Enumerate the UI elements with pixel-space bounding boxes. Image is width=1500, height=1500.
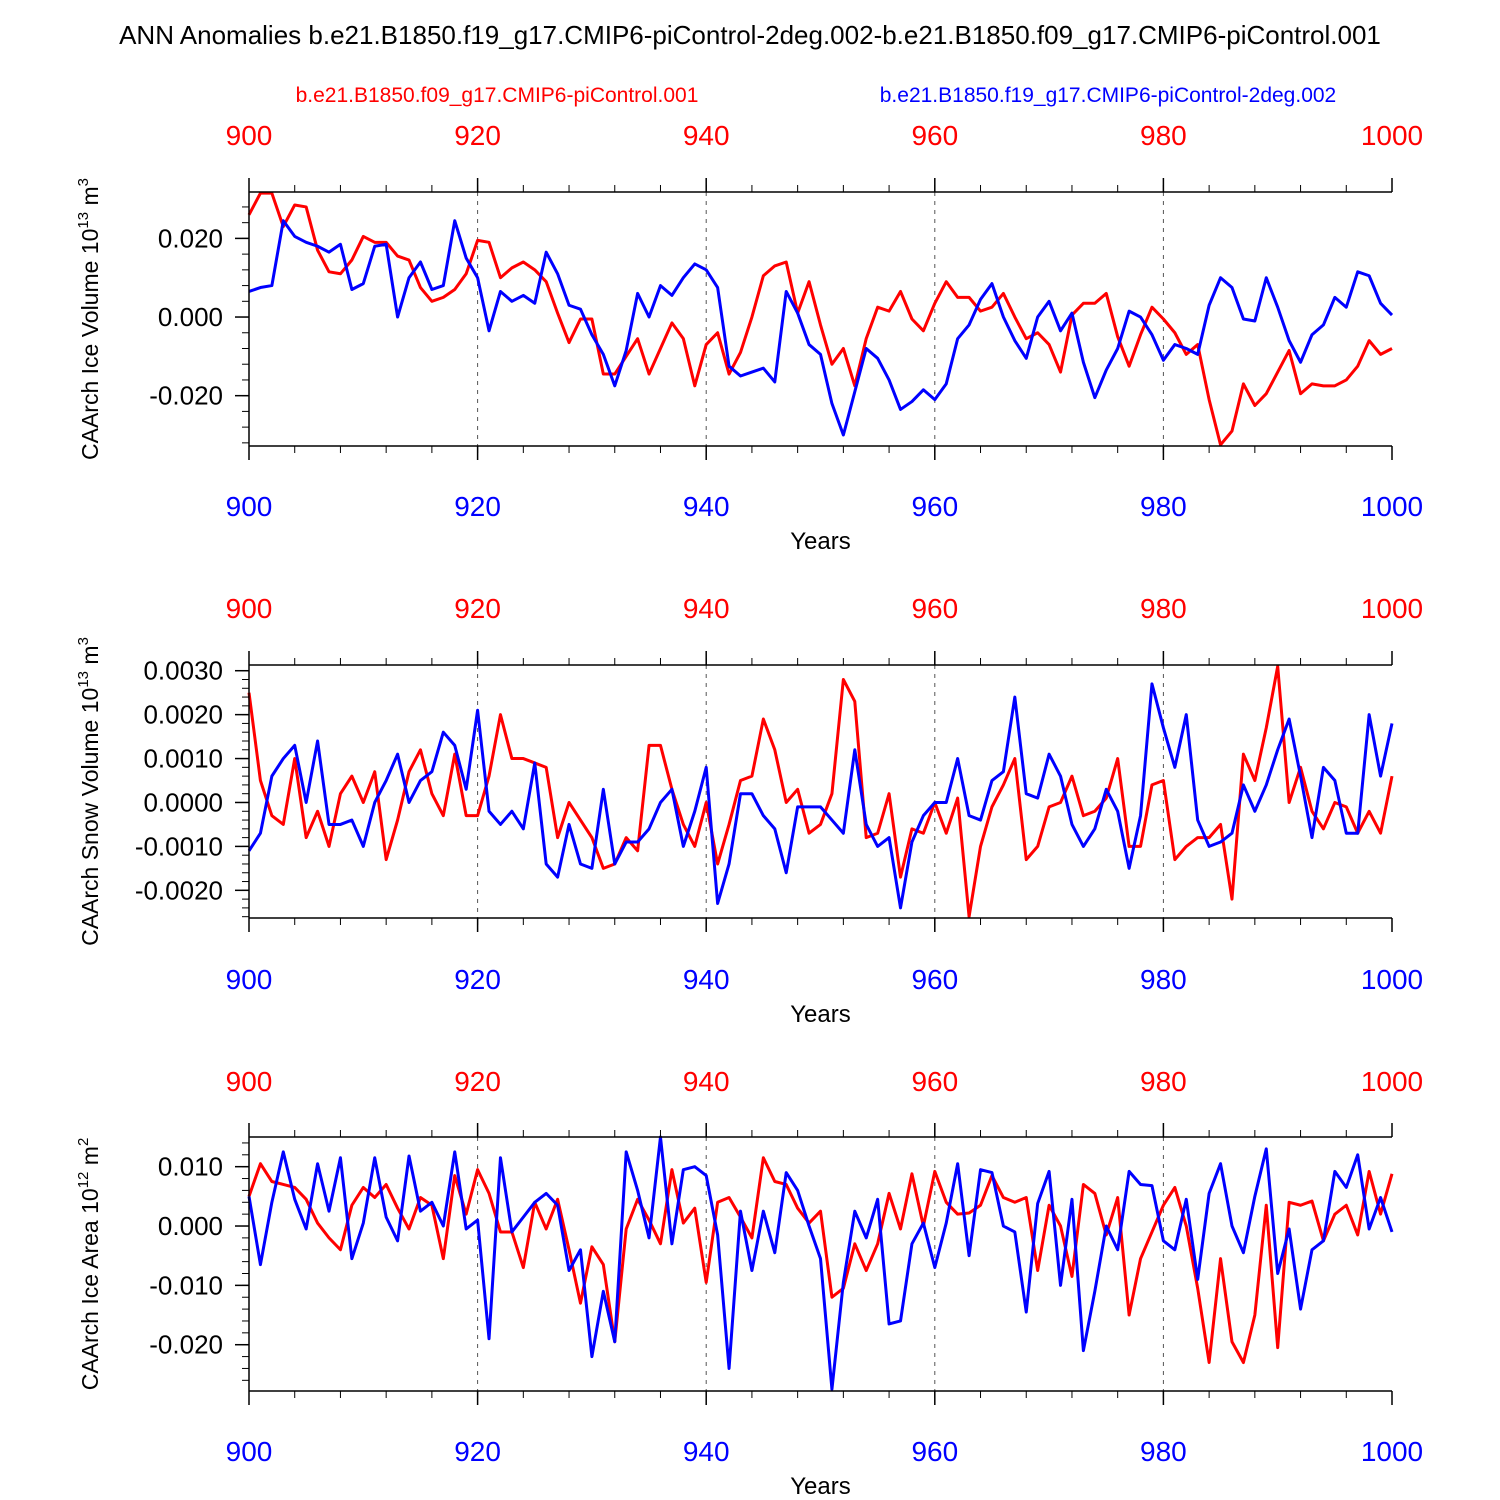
x-tick-label-top: 960 <box>911 1066 958 1097</box>
series-line-blue <box>247 1135 1394 1391</box>
x-tick-label-top: 940 <box>683 120 730 151</box>
x-tick-label-bottom: 940 <box>683 964 730 995</box>
series-line-red <box>247 191 1393 447</box>
x-tick-label-bottom: 920 <box>454 1436 501 1467</box>
y-axis-label: CAArch Ice Volume 1013 m3 <box>75 178 103 460</box>
y-tick-label: 0.000 <box>158 1211 223 1241</box>
x-tick-label-top: 960 <box>911 593 958 624</box>
chart-panel-3: -0.020 -0.010 0.000 0.010 900 900 920 920 940 940… <box>75 1066 1423 1500</box>
y-tick-label: -0.020 <box>149 1330 223 1360</box>
x-tick-label-top: 940 <box>683 593 730 624</box>
y-tick-label: -0.010 <box>149 1270 223 1300</box>
x-tick-label-top: 900 <box>226 593 273 624</box>
x-tick-label-bottom: 1000 <box>1361 491 1423 522</box>
x-tick-label-bottom: 960 <box>911 1436 958 1467</box>
x-tick-label-top: 1000 <box>1361 1066 1423 1097</box>
x-tick-label-bottom: 980 <box>1140 491 1187 522</box>
y-tick-label: 0.0030 <box>143 656 223 686</box>
x-tick-label-bottom: 960 <box>911 491 958 522</box>
x-axis-label: Years <box>790 1473 851 1500</box>
x-tick-label-top: 940 <box>683 1066 730 1097</box>
x-tick-label-bottom: 900 <box>226 1436 273 1467</box>
legend-red-label: b.e21.B1850.f09_g17.CMIP6-piControl.001 <box>296 84 699 107</box>
y-tick-label: -0.0020 <box>135 875 223 905</box>
x-tick-label-top: 900 <box>226 120 273 151</box>
x-tick-label-top: 900 <box>226 1066 273 1097</box>
x-tick-label-bottom: 920 <box>454 491 501 522</box>
series-line-blue <box>248 219 1394 437</box>
legend-blue-label: b.e21.B1850.f19_g17.CMIP6-piControl-2deg… <box>880 84 1336 107</box>
y-axis-label: CAArch Ice Area 1012 m2 <box>75 1138 103 1391</box>
y-tick-label: -0.020 <box>149 381 223 411</box>
x-tick-label-bottom: 1000 <box>1361 964 1423 995</box>
y-tick-label: 0.020 <box>158 223 223 253</box>
x-tick-label-bottom: 940 <box>683 491 730 522</box>
x-tick-label-bottom: 920 <box>454 964 501 995</box>
x-axis-label: Years <box>790 1001 851 1028</box>
x-tick-label-top: 960 <box>911 120 958 151</box>
y-tick-label: 0.010 <box>158 1152 223 1182</box>
y-axis-label: CAArch Snow Volume 1013 m3 <box>75 637 103 946</box>
series-line-red <box>247 1156 1394 1365</box>
x-tick-label-bottom: 940 <box>683 1436 730 1467</box>
chart-title: ANN Anomalies b.e21.B1850.f19_g17.CMIP6-… <box>119 20 1381 50</box>
x-tick-label-bottom: 980 <box>1140 1436 1187 1467</box>
y-tick-label: 0.0000 <box>143 787 223 817</box>
chart-panel-1: -0.020 0.000 0.020 900 900 920 920 940 940 960 960… <box>75 120 1423 555</box>
x-tick-label-top: 980 <box>1140 593 1187 624</box>
y-tick-label: -0.0010 <box>135 831 223 861</box>
chart-panel-2: -0.0020 -0.0010 0.0000 0.0010 0.0020 0.0030 90… <box>75 593 1423 1028</box>
x-tick-label-bottom: 900 <box>226 491 273 522</box>
x-tick-label-top: 980 <box>1140 120 1187 151</box>
x-tick-label-top: 920 <box>454 120 501 151</box>
x-tick-label-bottom: 980 <box>1140 964 1187 995</box>
y-tick-label: 0.000 <box>158 302 223 332</box>
x-tick-label-top: 920 <box>454 593 501 624</box>
series-line-blue <box>247 682 1394 910</box>
x-tick-label-bottom: 960 <box>911 964 958 995</box>
chart-panels: -0.020 0.000 0.020 900 900 920 920 940 940 960 960… <box>75 120 1423 1500</box>
x-tick-label-bottom: 900 <box>226 964 273 995</box>
x-tick-label-top: 1000 <box>1361 593 1423 624</box>
series-line-red <box>247 664 1394 919</box>
y-tick-label: 0.0020 <box>143 700 223 730</box>
x-tick-label-top: 920 <box>454 1066 501 1097</box>
y-tick-label: 0.0010 <box>143 744 223 774</box>
x-tick-label-top: 980 <box>1140 1066 1187 1097</box>
x-tick-label-top: 1000 <box>1361 120 1423 151</box>
x-tick-label-bottom: 1000 <box>1361 1436 1423 1467</box>
x-axis-label: Years <box>790 528 851 555</box>
